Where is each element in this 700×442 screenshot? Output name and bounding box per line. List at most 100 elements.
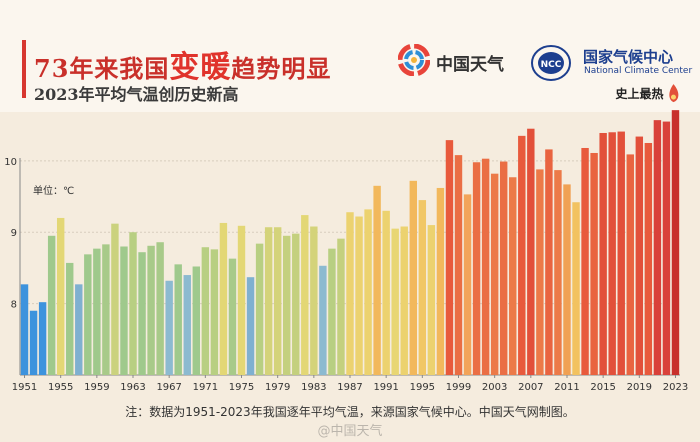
bar-1967 bbox=[165, 280, 173, 375]
bar-1996 bbox=[427, 225, 436, 375]
bar-1986 bbox=[337, 238, 345, 375]
y-axis: 8 9 10 bbox=[4, 157, 21, 375]
ncc-logo-english: National Climate Center bbox=[584, 66, 693, 76]
x-axis: 1951 1955 1959 1963 1967 1971 1975 1979 1983 1987… bbox=[12, 375, 688, 393]
x-tick-label: 1975 bbox=[229, 382, 254, 393]
bar-1997 bbox=[436, 187, 445, 375]
header-panel bbox=[0, 0, 700, 112]
bar-1994 bbox=[409, 180, 417, 375]
footnote: 注：数据为1951-2023年我国逐年平均气温，来源国家气候中心。中国天气网制图… bbox=[125, 405, 575, 419]
watermark: @中国天气 bbox=[317, 424, 383, 439]
x-tick-label: 1983 bbox=[301, 382, 326, 393]
bar-1982 bbox=[301, 215, 309, 375]
bar-2010 bbox=[554, 170, 562, 375]
bar-2015 bbox=[599, 132, 607, 375]
chart-bars bbox=[20, 110, 680, 376]
bar-2011 bbox=[563, 184, 571, 375]
x-tick-label: 1999 bbox=[446, 382, 471, 393]
cma-weather-logo-icon bbox=[398, 44, 430, 76]
bar-1978 bbox=[264, 227, 273, 375]
x-tick-label: 2007 bbox=[518, 382, 543, 393]
bar-1952 bbox=[29, 310, 38, 375]
bar-2022 bbox=[662, 121, 671, 375]
chart-title: 73年来我国变暖趋势明显 bbox=[34, 42, 331, 86]
ncc-logo-mark: NCC bbox=[541, 60, 562, 70]
bar-1956 bbox=[66, 262, 74, 375]
bar-2020 bbox=[644, 142, 653, 375]
bar-2004 bbox=[499, 161, 508, 375]
bar-1973 bbox=[219, 222, 228, 375]
bar-2019 bbox=[635, 136, 644, 375]
ncc-logo-text: 国家气候中心 bbox=[583, 48, 674, 66]
unit-label: 单位：℃ bbox=[33, 184, 74, 197]
bar-1983 bbox=[310, 226, 318, 375]
bar-1971 bbox=[201, 247, 210, 375]
flame-core bbox=[670, 94, 676, 100]
bar-2023 bbox=[671, 110, 680, 376]
bar-2008 bbox=[536, 169, 544, 375]
bar-1980 bbox=[283, 235, 291, 375]
chart-subtitle: 2023年平均气温创历史新高 bbox=[34, 85, 239, 104]
bar-2016 bbox=[608, 132, 616, 375]
x-tick-label: 1959 bbox=[84, 382, 109, 393]
bar-1979 bbox=[273, 227, 282, 375]
bar-2007 bbox=[527, 128, 535, 375]
x-tick-label: 1971 bbox=[193, 382, 218, 393]
y-tick-label: 8 bbox=[11, 300, 17, 311]
title-accent-bar bbox=[22, 40, 26, 98]
bar-1970 bbox=[192, 266, 201, 375]
bar-1998 bbox=[445, 140, 454, 375]
bar-1957 bbox=[75, 284, 83, 375]
bar-1974 bbox=[228, 258, 237, 375]
bar-1962 bbox=[120, 246, 128, 375]
x-tick-label: 2015 bbox=[590, 382, 615, 393]
title-highlight: 变暖 bbox=[169, 50, 232, 85]
bar-1951 bbox=[20, 284, 29, 375]
bar-1975 bbox=[237, 225, 246, 375]
bar-2012 bbox=[572, 202, 580, 375]
bar-1990 bbox=[373, 185, 381, 375]
bar-1991 bbox=[382, 210, 390, 375]
x-tick-label: 1967 bbox=[156, 382, 181, 393]
bar-1976 bbox=[246, 277, 255, 375]
x-tick-label: 1955 bbox=[48, 382, 73, 393]
bar-1953 bbox=[38, 302, 47, 375]
bar-1993 bbox=[400, 226, 408, 375]
ncc-logo-icon: NCC bbox=[531, 45, 571, 81]
x-tick-label: 2023 bbox=[663, 382, 688, 393]
x-tick-label: 1963 bbox=[120, 382, 145, 393]
bar-1968 bbox=[174, 264, 182, 375]
bar-2003 bbox=[490, 173, 499, 375]
bar-2021 bbox=[653, 120, 662, 376]
bar-2014 bbox=[590, 152, 598, 375]
y-tick-label: 9 bbox=[11, 228, 17, 239]
x-tick-label: 1995 bbox=[410, 382, 435, 393]
bar-1977 bbox=[255, 243, 264, 375]
record-label: 史上最热 bbox=[615, 86, 663, 101]
x-tick-label: 2003 bbox=[482, 382, 507, 393]
bar-2018 bbox=[626, 154, 634, 375]
bar-2002 bbox=[481, 158, 490, 375]
x-tick-label: 1987 bbox=[337, 382, 362, 393]
cma-weather-logo-text: 中国天气 bbox=[436, 55, 504, 75]
bar-1965 bbox=[147, 245, 155, 375]
bar-1992 bbox=[391, 228, 399, 375]
bar-1981 bbox=[292, 233, 300, 375]
bar-1961 bbox=[111, 223, 119, 375]
bar-2000 bbox=[463, 194, 472, 375]
x-tick-label: 1991 bbox=[373, 382, 398, 393]
bar-1959 bbox=[93, 248, 101, 375]
bar-1984 bbox=[319, 265, 327, 375]
bar-1995 bbox=[418, 200, 427, 375]
bar-1963 bbox=[129, 232, 137, 375]
y-tick-label: 10 bbox=[4, 157, 17, 168]
bar-1972 bbox=[210, 249, 219, 375]
record-annotation: 史上最热 bbox=[615, 84, 679, 103]
bar-1999 bbox=[454, 155, 463, 375]
bar-2017 bbox=[617, 131, 625, 375]
bar-1985 bbox=[328, 248, 336, 375]
title-suffix: 趋势明显 bbox=[231, 54, 332, 83]
bar-1954 bbox=[47, 235, 56, 375]
bar-2005 bbox=[509, 177, 517, 375]
bar-1955 bbox=[56, 217, 65, 375]
